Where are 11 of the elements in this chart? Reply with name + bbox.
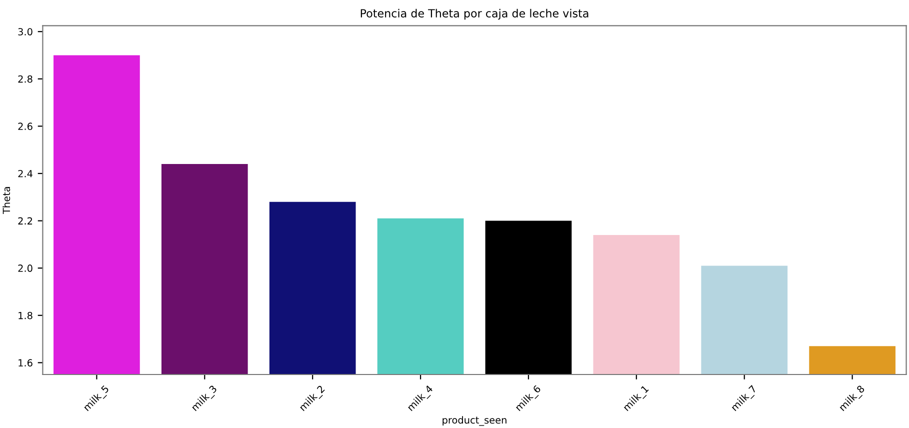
y-axis-title: Theta <box>2 187 10 214</box>
y-tick-label: 2.4 <box>18 170 32 178</box>
y-tick-label: 1.8 <box>18 312 32 320</box>
y-tick-label: 2.8 <box>18 75 32 83</box>
y-tick-label: 3.0 <box>18 28 32 36</box>
y-tick-label: 1.6 <box>18 359 32 367</box>
y-tick-label: 2.0 <box>18 264 32 272</box>
x-axis-title: product_seen <box>442 416 506 426</box>
y-tick-label: 2.6 <box>18 122 32 130</box>
y-tick-label: 2.2 <box>18 217 32 224</box>
chart-title: Potencia de Theta por caja de leche vista <box>360 8 588 20</box>
